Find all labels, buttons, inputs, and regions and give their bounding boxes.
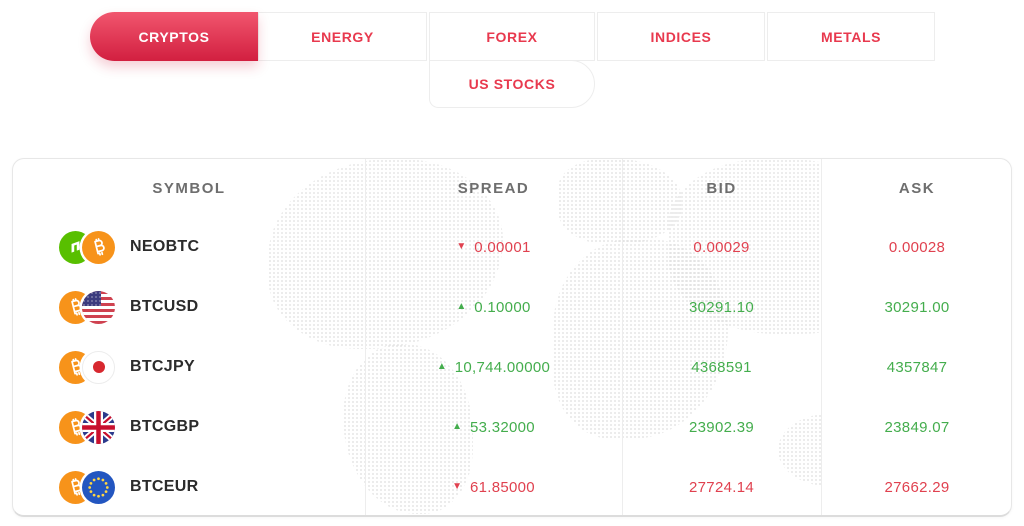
tab-forex[interactable]: FOREX xyxy=(429,12,595,61)
spread-value: 0.10000 xyxy=(474,298,531,316)
tab-energy[interactable]: ENERGY xyxy=(258,12,427,61)
symbol-label: BTCUSD xyxy=(130,298,199,315)
ask-value: 23849.07 xyxy=(884,418,950,436)
trend-up-icon: ▲ xyxy=(436,361,447,372)
spread-cell: ▲ 10,744.00000 xyxy=(365,337,622,397)
ask-value: 30291.00 xyxy=(884,298,950,316)
trend-down-icon: ▼ xyxy=(456,241,467,252)
bid-cell: 30291.10 xyxy=(622,277,821,337)
btc-icon xyxy=(82,230,115,264)
spread-cell: ▲ 53.32000 xyxy=(365,397,622,457)
spread-value: 61.85000 xyxy=(469,478,535,496)
symbol-label: BTCEUR xyxy=(130,478,199,495)
symbol-label: NEOBTC xyxy=(130,238,200,255)
tab-label: US STOCKS xyxy=(468,76,556,92)
table-row-symbol-btcusd[interactable]: BTCUSD xyxy=(13,277,365,337)
quotes-table: SYMBOL SPREAD BID ASK NEOBTC ▼ 0.00001 0… xyxy=(13,159,1011,515)
spread-cell: ▼ 0.00001 xyxy=(365,217,622,277)
bid-cell: 4368591 xyxy=(622,337,821,397)
ask-cell: 4357847 xyxy=(821,337,1011,397)
bid-value: 23902.39 xyxy=(689,418,754,436)
bid-value: 0.00029 xyxy=(693,238,750,256)
symbol-label: BTCJPY xyxy=(130,358,195,375)
eu-flag-icon xyxy=(82,470,115,504)
tab-cryptos[interactable]: CRYPTOS xyxy=(90,12,258,61)
column-header-spread: SPREAD xyxy=(457,179,530,197)
ask-cell: 27662.29 xyxy=(821,457,1011,515)
tab-label: METALS xyxy=(820,28,882,45)
table-row-symbol-neobtc[interactable]: NEOBTC xyxy=(13,217,365,277)
tab-indices[interactable]: INDICES xyxy=(597,12,765,61)
ask-value: 0.00028 xyxy=(888,238,946,256)
spread-cell: ▼ 61.85000 xyxy=(365,457,622,515)
ask-cell: 23849.07 xyxy=(821,397,1011,457)
tab-label: CRYPTOS xyxy=(138,28,210,45)
column-header-bid: BID xyxy=(706,179,737,197)
trend-up-icon: ▲ xyxy=(452,421,462,432)
table-row-symbol-btcjpy[interactable]: BTCJPY xyxy=(13,337,365,397)
quotes-table-card: SYMBOL SPREAD BID ASK NEOBTC ▼ 0.00001 0… xyxy=(12,158,1012,517)
spread-value: 0.00001 xyxy=(474,238,531,256)
table-row-symbol-btcgbp[interactable]: BTCGBP xyxy=(13,397,365,457)
tab-label: INDICES xyxy=(650,28,712,45)
ask-value: 4357847 xyxy=(886,358,948,376)
spread-value: 53.32000 xyxy=(469,418,535,436)
bid-value: 30291.10 xyxy=(689,298,754,316)
symbol-label: BTCGBP xyxy=(130,418,200,435)
bid-cell: 0.00029 xyxy=(622,217,821,277)
bid-value: 4368591 xyxy=(691,358,752,376)
ask-cell: 30291.00 xyxy=(821,277,1011,337)
column-header-symbol: SYMBOL xyxy=(152,179,226,197)
bid-value: 27724.14 xyxy=(689,478,754,496)
ask-cell: 0.00028 xyxy=(821,217,1011,277)
tab-metals[interactable]: METALS xyxy=(767,12,935,61)
tab-label: FOREX xyxy=(486,28,538,45)
tab-us-stocks[interactable]: US STOCKS xyxy=(429,60,595,108)
tab-label: ENERGY xyxy=(311,28,374,45)
japan-flag-icon xyxy=(82,350,115,384)
column-header-ask: ASK xyxy=(898,179,936,197)
uk-flag-icon xyxy=(82,410,115,444)
bid-cell: 27724.14 xyxy=(622,457,821,515)
table-row-symbol-btceur[interactable]: BTCEUR xyxy=(13,457,365,515)
trend-down-icon: ▼ xyxy=(452,481,462,492)
us-flag-icon xyxy=(82,290,115,324)
spread-value: 10,744.00000 xyxy=(454,358,551,376)
trend-up-icon: ▲ xyxy=(456,301,467,312)
ask-value: 27662.29 xyxy=(884,478,950,496)
spread-cell: ▲ 0.10000 xyxy=(365,277,622,337)
bid-cell: 23902.39 xyxy=(622,397,821,457)
